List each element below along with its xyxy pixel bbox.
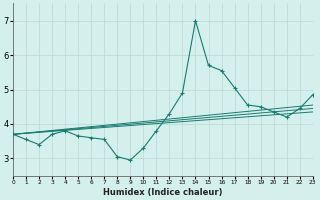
X-axis label: Humidex (Indice chaleur): Humidex (Indice chaleur) — [103, 188, 223, 197]
